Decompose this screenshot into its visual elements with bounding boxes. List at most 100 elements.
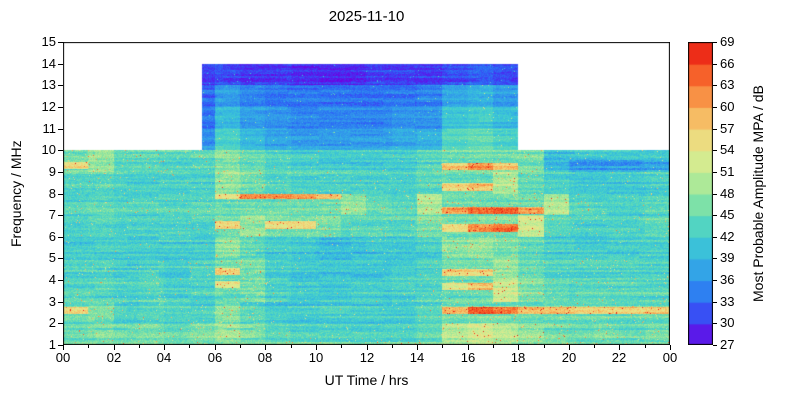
x-tick-label: 14 bbox=[409, 350, 425, 365]
x-tick-mark bbox=[63, 345, 64, 350]
x-minor-tick-mark bbox=[493, 345, 494, 348]
y-tick-label: 14 bbox=[41, 56, 56, 71]
colorbar-tick-mark bbox=[713, 172, 717, 173]
colorbar-tick-mark bbox=[713, 280, 717, 281]
y-tick-label: 12 bbox=[41, 99, 56, 114]
colorbar-tick-label: 30 bbox=[720, 315, 735, 330]
x-minor-tick-mark bbox=[341, 345, 342, 348]
colorbar-tick-mark bbox=[713, 323, 717, 324]
x-tick-label: 04 bbox=[156, 350, 172, 365]
colorbar-tick-mark bbox=[713, 85, 717, 86]
x-tick-mark bbox=[316, 345, 317, 350]
colorbar-tick-label: 63 bbox=[720, 77, 735, 92]
y-tick-mark bbox=[58, 302, 63, 303]
x-tick-mark bbox=[468, 345, 469, 350]
colorbar-tick-label: 42 bbox=[720, 229, 735, 244]
x-minor-tick-mark bbox=[392, 345, 393, 348]
x-tick-label: 20 bbox=[561, 350, 577, 365]
colorbar-tick-mark bbox=[713, 150, 717, 151]
y-tick-label: 6 bbox=[48, 229, 56, 244]
chart-title: 2025-11-10 bbox=[328, 8, 405, 25]
y-tick-mark bbox=[58, 280, 63, 281]
colorbar-tick-label: 69 bbox=[720, 34, 735, 49]
x-minor-tick-mark bbox=[594, 345, 595, 348]
colorbar-label: Most Probable Amplitude MPA / dB bbox=[750, 85, 766, 302]
y-tick-label: 11 bbox=[42, 121, 57, 136]
y-tick-label: 2 bbox=[48, 315, 56, 330]
colorbar-tick-mark bbox=[713, 302, 717, 303]
x-tick-mark bbox=[164, 345, 165, 350]
colorbar-tick-label: 57 bbox=[720, 121, 735, 136]
y-tick-label: 4 bbox=[48, 272, 56, 287]
x-tick-mark bbox=[215, 345, 216, 350]
heatmap-canvas bbox=[63, 42, 670, 345]
y-tick-mark bbox=[58, 258, 63, 259]
x-tick-label: 10 bbox=[308, 350, 324, 365]
x-tick-mark bbox=[114, 345, 115, 350]
y-tick-mark bbox=[58, 345, 63, 346]
y-tick-mark bbox=[58, 150, 63, 151]
x-tick-mark bbox=[518, 345, 519, 350]
y-tick-mark bbox=[58, 172, 63, 173]
x-tick-label: 00 bbox=[55, 350, 71, 365]
colorbar-tick-label: 39 bbox=[720, 250, 735, 265]
y-tick-mark bbox=[58, 323, 63, 324]
y-tick-label: 7 bbox=[48, 207, 56, 222]
y-tick-mark bbox=[58, 107, 63, 108]
colorbar-tick-mark bbox=[713, 345, 717, 346]
colorbar-tick-mark bbox=[713, 194, 717, 195]
colorbar-tick-label: 36 bbox=[720, 272, 735, 287]
x-minor-tick-mark bbox=[189, 345, 190, 348]
y-tick-mark bbox=[58, 42, 63, 43]
y-tick-mark bbox=[58, 64, 63, 65]
y-tick-mark bbox=[58, 237, 63, 238]
x-axis-label: UT Time / hrs bbox=[324, 372, 409, 388]
y-tick-label: 3 bbox=[48, 294, 56, 309]
x-tick-mark bbox=[619, 345, 620, 350]
colorbar-tick-mark bbox=[713, 42, 717, 43]
x-minor-tick-mark bbox=[544, 345, 545, 348]
colorbar-tick-mark bbox=[713, 129, 717, 130]
colorbar-tick-mark bbox=[713, 215, 717, 216]
y-tick-label: 5 bbox=[48, 250, 56, 265]
x-tick-mark bbox=[670, 345, 671, 350]
colorbar-tick-label: 54 bbox=[720, 142, 735, 157]
x-minor-tick-mark bbox=[645, 345, 646, 348]
y-tick-label: 15 bbox=[41, 34, 56, 49]
colorbar-tick-label: 51 bbox=[720, 164, 735, 179]
x-tick-label: 00 bbox=[662, 350, 678, 365]
x-tick-label: 08 bbox=[257, 350, 273, 365]
y-tick-mark bbox=[58, 85, 63, 86]
x-tick-label: 18 bbox=[510, 350, 526, 365]
y-tick-label: 9 bbox=[48, 164, 56, 179]
x-tick-mark bbox=[569, 345, 570, 350]
x-minor-tick-mark bbox=[139, 345, 140, 348]
y-tick-label: 8 bbox=[48, 186, 56, 201]
colorbar-tick-mark bbox=[713, 107, 717, 108]
colorbar-tick-label: 48 bbox=[720, 186, 735, 201]
x-tick-mark bbox=[417, 345, 418, 350]
x-minor-tick-mark bbox=[291, 345, 292, 348]
colorbar-tick-mark bbox=[713, 258, 717, 259]
y-axis-label: Frequency / MHz bbox=[8, 140, 24, 247]
colorbar-tick-label: 27 bbox=[720, 337, 735, 352]
x-tick-label: 12 bbox=[359, 350, 375, 365]
y-tick-label: 13 bbox=[41, 77, 56, 92]
colorbar-canvas bbox=[688, 42, 713, 345]
colorbar-tick-label: 60 bbox=[720, 99, 735, 114]
colorbar-tick-label: 45 bbox=[720, 207, 735, 222]
x-tick-label: 16 bbox=[460, 350, 476, 365]
x-tick-mark bbox=[367, 345, 368, 350]
x-minor-tick-mark bbox=[88, 345, 89, 348]
y-tick-mark bbox=[58, 215, 63, 216]
y-tick-mark bbox=[58, 129, 63, 130]
x-minor-tick-mark bbox=[240, 345, 241, 348]
y-tick-mark bbox=[58, 194, 63, 195]
x-tick-label: 02 bbox=[106, 350, 122, 365]
x-tick-label: 22 bbox=[611, 350, 627, 365]
colorbar-tick-label: 33 bbox=[720, 294, 735, 309]
colorbar-tick-mark bbox=[713, 237, 717, 238]
x-minor-tick-mark bbox=[442, 345, 443, 348]
x-tick-mark bbox=[265, 345, 266, 350]
